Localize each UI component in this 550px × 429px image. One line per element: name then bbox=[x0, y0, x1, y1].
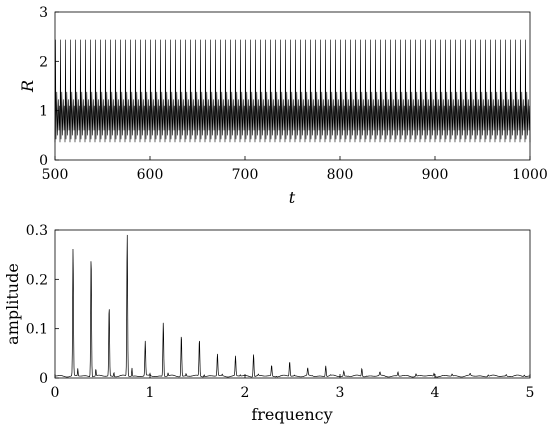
top-y-tick-label: 0 bbox=[39, 153, 48, 169]
bottom-x-axis-label: frequency bbox=[251, 405, 332, 424]
bottom-y-tick-label: 0.1 bbox=[26, 322, 48, 338]
top-x-tick-label: 700 bbox=[232, 167, 259, 183]
bottom-x-tick-label: 1 bbox=[146, 385, 155, 401]
time-series-panel: 500 600 700 800 900 1000 0 1 2 3 t R bbox=[18, 5, 548, 207]
bottom-plot-frame bbox=[54, 229, 531, 379]
bottom-y-axis-label: amplitude bbox=[3, 263, 22, 345]
top-x-tick-label: 1000 bbox=[512, 167, 548, 183]
top-y-tick-label: 3 bbox=[39, 5, 48, 21]
bottom-y-tick-label: 0.3 bbox=[26, 223, 48, 239]
top-x-axis-label: t bbox=[289, 188, 296, 207]
bottom-x-tick-label: 2 bbox=[241, 385, 250, 401]
bottom-x-tick-label: 4 bbox=[431, 385, 440, 401]
bottom-y-tick-label: 0.2 bbox=[26, 272, 48, 288]
top-x-tick-label: 500 bbox=[42, 167, 69, 183]
bottom-x-tick-label: 3 bbox=[336, 385, 345, 401]
top-x-tick-label: 800 bbox=[327, 167, 354, 183]
top-y-tick-label: 2 bbox=[39, 54, 48, 70]
spectrum-line bbox=[54, 234, 530, 378]
bottom-y-tick-label: 0 bbox=[39, 371, 48, 387]
top-x-tick-label: 600 bbox=[137, 167, 164, 183]
r-series-line bbox=[54, 39, 531, 143]
spectrum-panel: 0 1 2 3 4 5 0 0.1 0.2 0.3 frequency amplitude bbox=[3, 223, 534, 424]
bottom-x-tick-label: 0 bbox=[51, 385, 60, 401]
top-x-tick-label: 900 bbox=[422, 167, 449, 183]
top-y-tick-label: 1 bbox=[39, 104, 48, 120]
bottom-x-tick-label: 5 bbox=[526, 385, 535, 401]
top-y-axis-label: R bbox=[18, 80, 37, 93]
